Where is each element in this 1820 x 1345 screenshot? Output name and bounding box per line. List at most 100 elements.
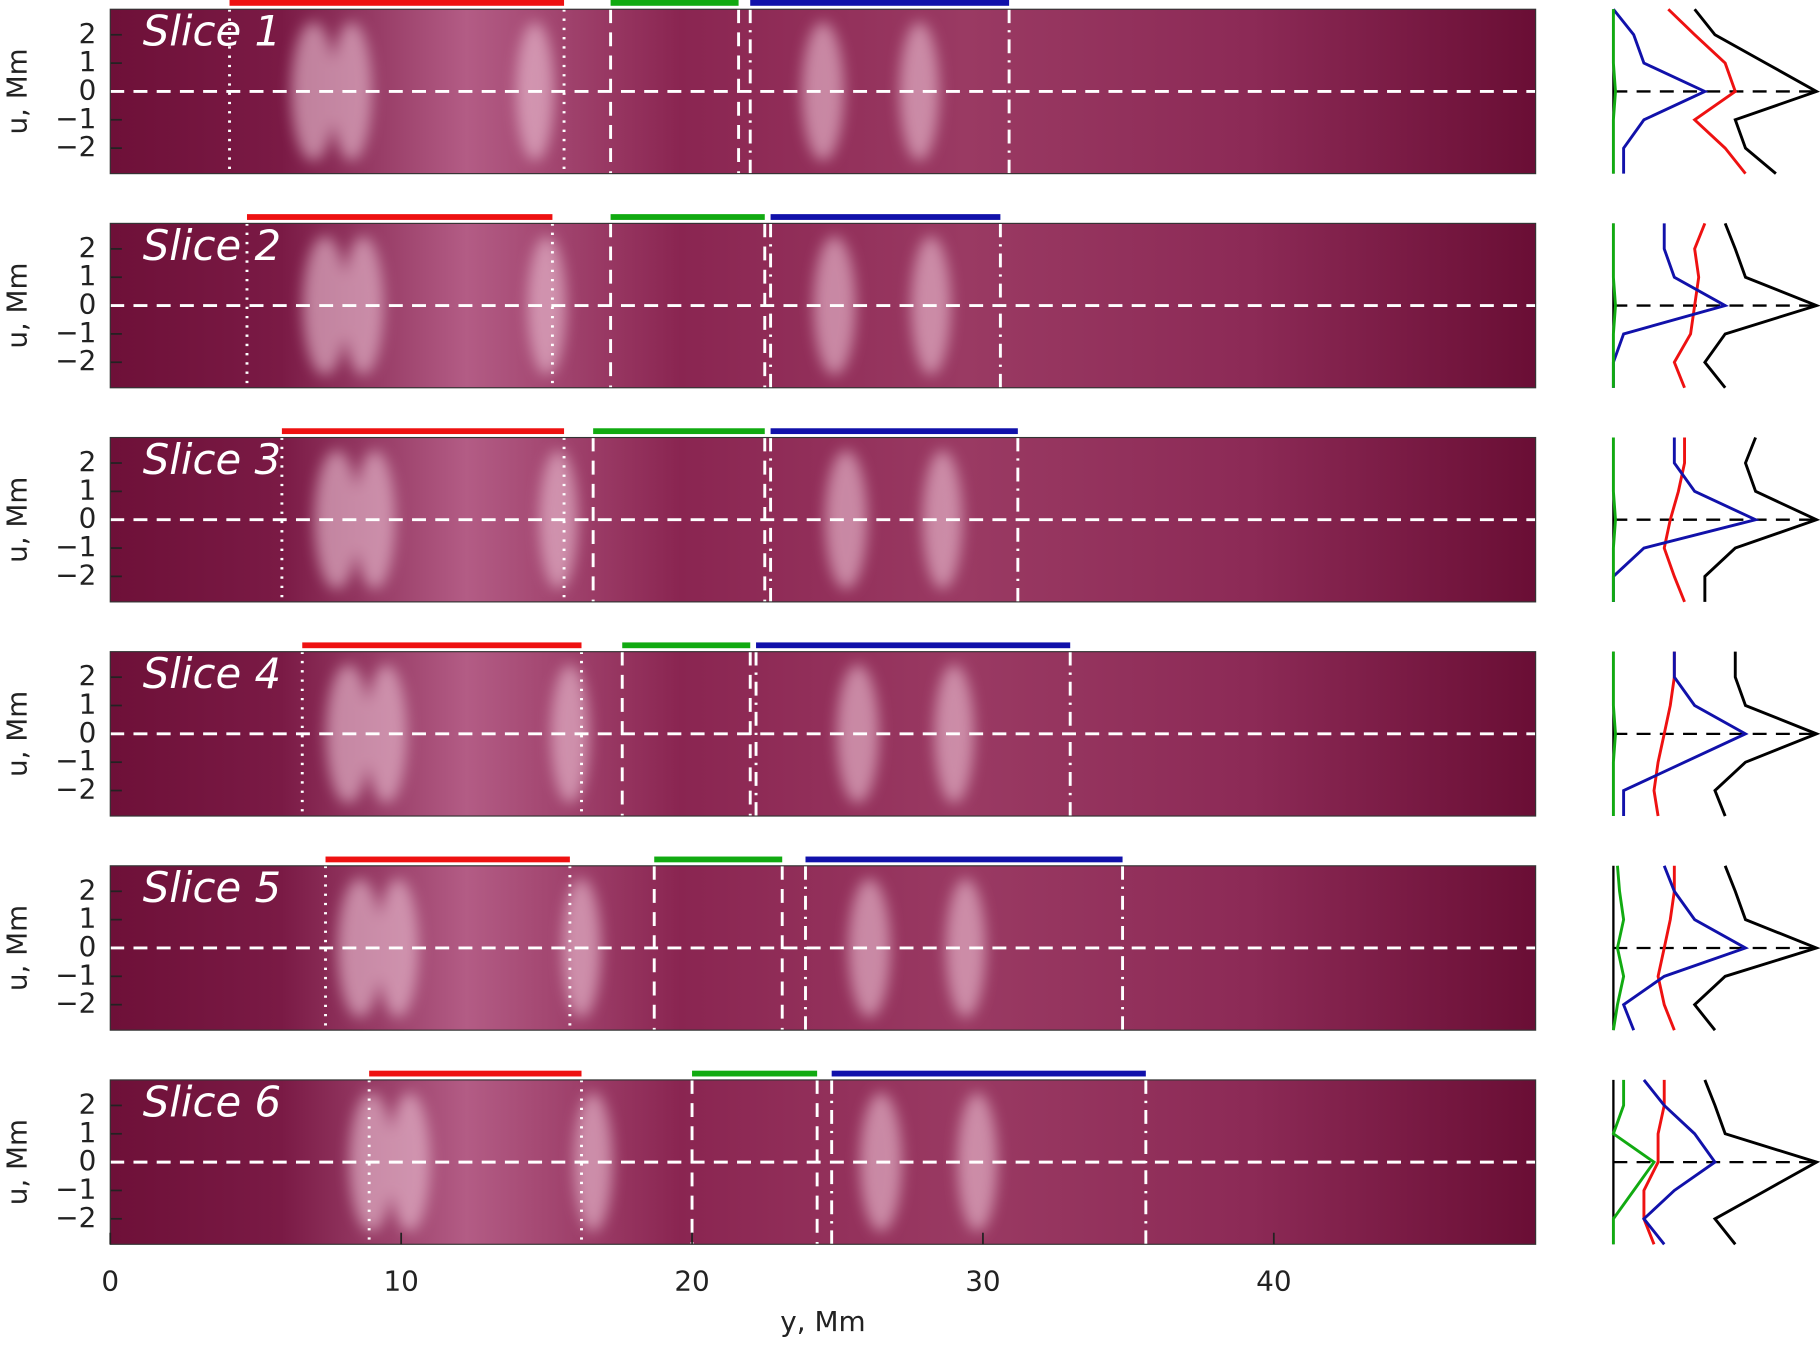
y-tick-label: 0 xyxy=(79,288,97,321)
y-tick-label: 2 xyxy=(79,659,97,692)
y-tick-label: −2 xyxy=(55,130,96,163)
y-tick-label: −2 xyxy=(55,987,96,1020)
segment-bar xyxy=(593,428,765,435)
texture-streak xyxy=(802,21,844,161)
y-tick-label: 0 xyxy=(79,716,97,749)
y-tick-label: −2 xyxy=(55,558,96,591)
y-tick-label: 1 xyxy=(79,688,97,721)
y-tick-label: −1 xyxy=(55,102,96,135)
y-tick-label: 2 xyxy=(79,445,97,478)
texture-streak xyxy=(945,878,986,1018)
profile-line xyxy=(1611,1079,1657,1245)
texture-streak xyxy=(389,1092,431,1232)
panel-title: Slice 6 xyxy=(143,1077,281,1126)
y-tick-label: 1 xyxy=(79,45,97,78)
image-texture xyxy=(326,664,974,804)
y-tick-label: −1 xyxy=(55,744,96,777)
profile-line xyxy=(1621,865,1750,1031)
segment-bar xyxy=(622,642,751,649)
profile-line xyxy=(1703,436,1820,602)
segment-bar xyxy=(831,1070,1146,1077)
segment-bar xyxy=(805,856,1123,863)
texture-streak xyxy=(825,450,868,590)
profile-line xyxy=(1622,651,1749,817)
profile-line xyxy=(1672,222,1707,389)
y-tick-label: −1 xyxy=(55,530,96,563)
profile-line xyxy=(1667,8,1747,175)
image-texture xyxy=(349,1092,998,1232)
profile-line xyxy=(1611,9,1617,174)
texture-streak xyxy=(314,450,359,590)
y-tick-label: −1 xyxy=(55,958,96,991)
segment-bar xyxy=(756,642,1071,649)
texture-streak xyxy=(342,236,384,376)
x-tick-label: 20 xyxy=(674,1265,709,1298)
y-axis-label: u, Mm xyxy=(1,477,34,563)
segment-bar xyxy=(325,856,570,863)
y-tick-label: 1 xyxy=(79,1116,97,1149)
panel-title: Slice 3 xyxy=(143,435,281,484)
y-tick-label: 2 xyxy=(79,231,97,264)
y-axis-label: u, Mm xyxy=(1,691,34,777)
y-axis-label: u, Mm xyxy=(1,1119,34,1205)
profile-line xyxy=(1692,865,1820,1032)
profile-line xyxy=(1713,651,1820,817)
y-tick-label: −2 xyxy=(55,773,96,806)
segment-bar xyxy=(692,1070,818,1077)
profile-line xyxy=(1641,1079,1717,1246)
y-tick-label: 2 xyxy=(79,873,97,906)
segment-bar xyxy=(281,428,565,435)
texture-streak xyxy=(922,450,963,590)
profile-line xyxy=(1611,437,1617,602)
segment-bar xyxy=(302,642,582,649)
y-axis-label: u, Mm xyxy=(1,48,34,134)
y-tick-label: 1 xyxy=(79,902,97,935)
image-frame xyxy=(109,436,1537,603)
segment-bar xyxy=(610,214,765,220)
y-tick-label: −1 xyxy=(55,1172,96,1205)
image-frame xyxy=(109,222,1537,389)
image-frame xyxy=(109,865,1537,1031)
image-frame xyxy=(109,651,1537,817)
image-texture xyxy=(291,21,940,161)
y-tick-label: 1 xyxy=(79,473,97,506)
profile-line xyxy=(1662,437,1686,603)
profile-line xyxy=(1703,1079,1820,1246)
panel-title: Slice 5 xyxy=(143,863,281,912)
y-tick-label: −1 xyxy=(55,316,96,349)
y-tick-label: 0 xyxy=(79,73,97,106)
x-tick-label: 30 xyxy=(965,1265,1000,1298)
texture-streak xyxy=(550,664,590,804)
texture-streak xyxy=(848,878,891,1018)
y-tick-label: 0 xyxy=(79,502,97,535)
image-frame xyxy=(109,1079,1537,1245)
y-tick-label: −2 xyxy=(55,1201,96,1234)
segment-bar xyxy=(610,0,739,6)
segment-bar xyxy=(750,0,1010,6)
y-tick-label: 1 xyxy=(79,259,97,292)
y-tick-label: 2 xyxy=(79,17,97,50)
y-axis-label: u, Mm xyxy=(1,905,34,991)
texture-streak xyxy=(366,664,407,804)
profile-line xyxy=(1693,8,1820,175)
panel-title: Slice 4 xyxy=(143,649,281,698)
profile-line xyxy=(1611,651,1617,817)
image-texture xyxy=(314,450,963,590)
x-tick-label: 0 xyxy=(101,1265,119,1298)
x-tick-label: 10 xyxy=(383,1265,418,1298)
y-tick-label: 0 xyxy=(79,930,97,963)
texture-streak xyxy=(527,236,566,376)
panel-title: Slice 1 xyxy=(143,7,281,56)
segment-bar xyxy=(770,214,1001,220)
segment-bar xyxy=(229,0,565,6)
texture-streak xyxy=(337,878,382,1018)
y-tick-label: −2 xyxy=(55,344,96,377)
image-frame xyxy=(109,8,1537,175)
texture-streak xyxy=(291,21,336,161)
segment-bar xyxy=(369,1070,582,1077)
profile-line xyxy=(1611,865,1626,1031)
texture-streak xyxy=(899,21,940,161)
profile-line xyxy=(1703,222,1820,389)
